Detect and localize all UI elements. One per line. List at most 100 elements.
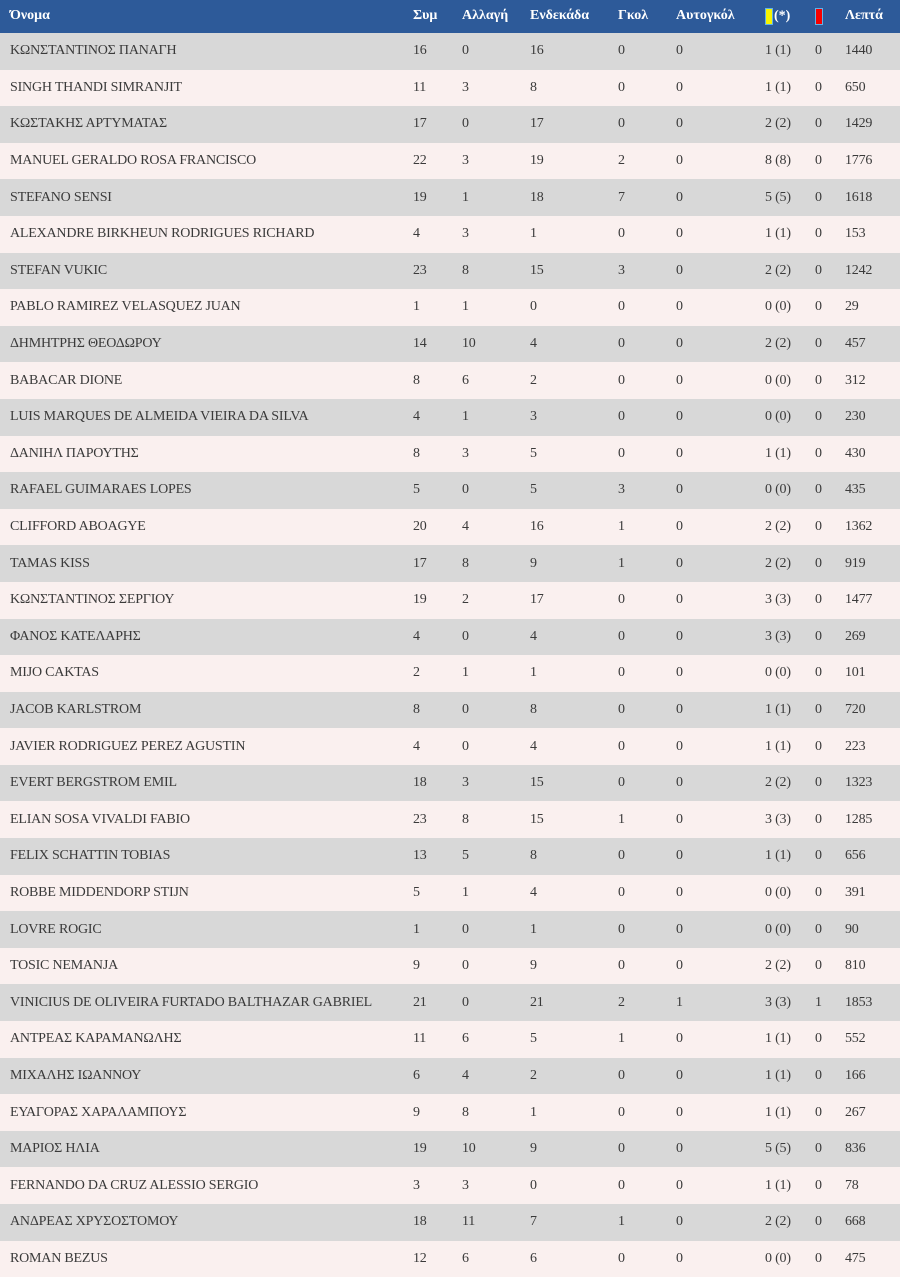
substitutions-cell: 1	[462, 289, 530, 326]
player-name-cell: ΑΝΤΡΕΑΣ ΚΑΡΑΜΑΝΩΛΗΣ	[0, 1021, 413, 1058]
player-row: FELIX SCHATTIN TOBIAS 13 5 8 0 0 1 (1) 0…	[0, 838, 900, 875]
appearances-cell: 11	[413, 69, 462, 107]
minutes-cell: 153	[845, 215, 900, 253]
player-row: STEFAN VUKIC 23 8 15 3 0 2 (2) 0 1242	[0, 252, 900, 290]
substitutions-cell: 4	[462, 508, 530, 546]
own-goals-cell: 0	[676, 435, 765, 473]
substitutions-cell: 0	[462, 472, 530, 509]
player-name-cell: TAMAS KISS	[0, 545, 413, 582]
substitutions-cell: 2	[462, 581, 530, 619]
yellow-cards-cell: 0 (0)	[765, 362, 815, 399]
appearances-cell: 18	[413, 1204, 462, 1241]
player-name-cell: JAVIER RODRIGUEZ PEREZ AGUSTIN	[0, 728, 413, 765]
appearances-cell: 19	[413, 1130, 462, 1168]
player-name-cell: ROBBE MIDDENDORP STIJN	[0, 874, 413, 912]
yellow-cards-cell: 2 (2)	[765, 545, 815, 582]
yellow-cards-cell: 3 (3)	[765, 801, 815, 839]
appearances-cell: 19	[413, 581, 462, 619]
own-goals-cell: 0	[676, 33, 765, 70]
red-cards-cell: 0	[815, 69, 845, 107]
appearances-cell: 17	[413, 545, 462, 582]
player-name-cell: ALEXANDRE BIRKHEUN RODRIGUES RICHARD	[0, 215, 413, 253]
minutes-cell: 656	[845, 838, 900, 875]
red-cards-cell: 0	[815, 142, 845, 180]
player-row: FERNANDO DA CRUZ ALESSIO SERGIO 3 3 0 0 …	[0, 1167, 900, 1204]
own-goals-cell: 0	[676, 215, 765, 253]
starting-eleven-cell: 15	[530, 801, 618, 839]
goals-cell: 0	[618, 1130, 676, 1168]
substitutions-cell: 10	[462, 325, 530, 363]
substitutions-cell: 0	[462, 984, 530, 1022]
red-cards-cell: 0	[815, 655, 845, 692]
red-cards-cell: 0	[815, 1204, 845, 1241]
substitutions-cell: 1	[462, 655, 530, 692]
appearances-cell: 4	[413, 215, 462, 253]
player-name-cell: FELIX SCHATTIN TOBIAS	[0, 838, 413, 875]
player-name-cell: ΜΙΧΑΛΗΣ ΙΩΑΝΝΟΥ	[0, 1057, 413, 1095]
goals-cell: 1	[618, 1204, 676, 1241]
minutes-cell: 1776	[845, 142, 900, 180]
goals-cell: 0	[618, 618, 676, 656]
red-cards-cell: 0	[815, 691, 845, 729]
red-cards-cell: 0	[815, 252, 845, 290]
minutes-cell: 230	[845, 398, 900, 436]
starting-eleven-cell: 9	[530, 947, 618, 985]
minutes-cell: 475	[845, 1240, 900, 1278]
column-header-starting-eleven: Ενδεκάδα	[530, 0, 618, 33]
appearances-cell: 3	[413, 1167, 462, 1204]
goals-cell: 0	[618, 325, 676, 363]
red-cards-cell: 0	[815, 581, 845, 619]
substitutions-cell: 1	[462, 874, 530, 912]
substitutions-cell: 3	[462, 215, 530, 253]
player-row: ELIAN SOSA VIVALDI FABIO 23 8 15 1 0 3 (…	[0, 801, 900, 839]
appearances-cell: 21	[413, 984, 462, 1022]
own-goals-cell: 0	[676, 252, 765, 290]
own-goals-cell: 0	[676, 545, 765, 582]
red-cards-cell: 0	[815, 215, 845, 253]
substitutions-cell: 6	[462, 362, 530, 399]
goals-cell: 0	[618, 435, 676, 473]
substitutions-cell: 11	[462, 1204, 530, 1241]
own-goals-cell: 0	[676, 838, 765, 875]
player-table-body: ΚΩΝΣΤΑΝΤΙΝΟΣ ΠΑΝΑΓΗ 16 0 16 0 0 1 (1) 0 …	[0, 33, 900, 1278]
yellow-cards-cell: 1 (1)	[765, 838, 815, 875]
goals-cell: 0	[618, 838, 676, 875]
starting-eleven-cell: 17	[530, 581, 618, 619]
own-goals-cell: 0	[676, 1130, 765, 1168]
own-goals-cell: 0	[676, 764, 765, 802]
player-row: ΚΩΣΤΑΚΗΣ ΑΡΤΥΜΑΤΑΣ 17 0 17 0 0 2 (2) 0 1…	[0, 106, 900, 143]
goals-cell: 0	[618, 764, 676, 802]
player-name-cell: PABLO RAMIREZ VELASQUEZ JUAN	[0, 289, 413, 326]
starting-eleven-cell: 6	[530, 1240, 618, 1278]
red-cards-cell: 0	[815, 1021, 845, 1058]
player-row: MANUEL GERALDO ROSA FRANCISCO 22 3 19 2 …	[0, 142, 900, 180]
own-goals-cell: 0	[676, 618, 765, 656]
minutes-cell: 1429	[845, 106, 900, 143]
player-name-cell: ΦΑΝΟΣ ΚΑΤΕΛΑΡΗΣ	[0, 618, 413, 656]
starting-eleven-cell: 19	[530, 142, 618, 180]
player-row: CLIFFORD ABOAGYE 20 4 16 1 0 2 (2) 0 136…	[0, 508, 900, 546]
starting-eleven-cell: 3	[530, 398, 618, 436]
own-goals-cell: 0	[676, 106, 765, 143]
player-row: MIJO CAKTAS 2 1 1 0 0 0 (0) 0 101	[0, 655, 900, 692]
own-goals-cell: 0	[676, 911, 765, 948]
minutes-cell: 552	[845, 1021, 900, 1058]
yellow-cards-cell: 1 (1)	[765, 691, 815, 729]
own-goals-cell: 0	[676, 362, 765, 399]
goals-cell: 0	[618, 874, 676, 912]
player-row: ΚΩΝΣΤΑΝΤΙΝΟΣ ΠΑΝΑΓΗ 16 0 16 0 0 1 (1) 0 …	[0, 33, 900, 70]
goals-cell: 1	[618, 801, 676, 839]
goals-cell: 0	[618, 1094, 676, 1131]
player-row: VINICIUS DE OLIVEIRA FURTADO BALTHAZAR G…	[0, 984, 900, 1022]
substitutions-cell: 8	[462, 1094, 530, 1131]
column-header-own-goals: Αυτογκόλ	[676, 0, 765, 33]
yellow-cards-cell: 3 (3)	[765, 618, 815, 656]
player-row: BABACAR DIONE 8 6 2 0 0 0 (0) 0 312	[0, 362, 900, 399]
red-cards-cell: 0	[815, 1240, 845, 1278]
own-goals-cell: 0	[676, 398, 765, 436]
minutes-cell: 668	[845, 1204, 900, 1241]
appearances-cell: 14	[413, 325, 462, 363]
yellow-cards-cell: 3 (3)	[765, 984, 815, 1022]
player-name-cell: ROMAN BEZUS	[0, 1240, 413, 1278]
minutes-cell: 78	[845, 1167, 900, 1204]
